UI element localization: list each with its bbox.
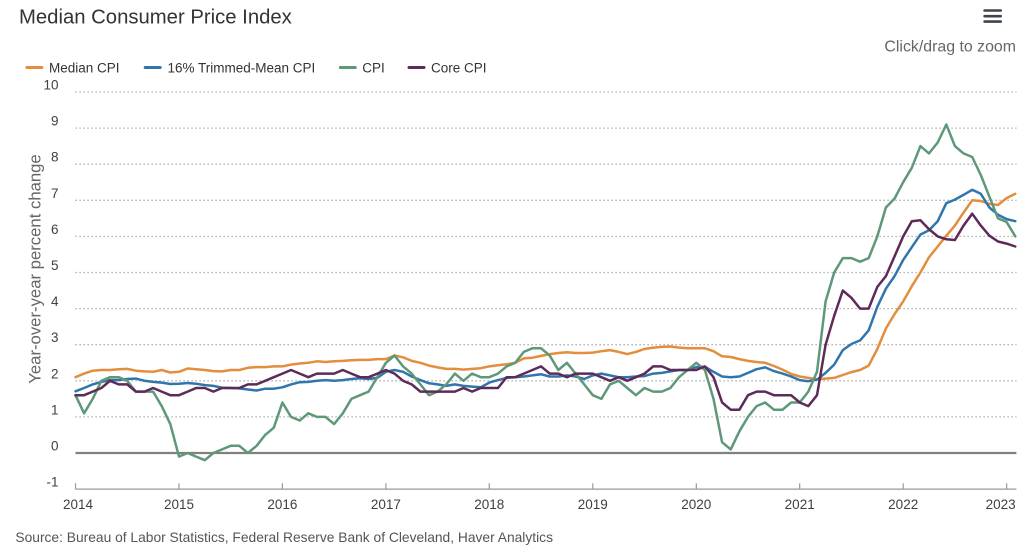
svg-text:9: 9 (51, 114, 59, 129)
svg-text:2017: 2017 (371, 497, 401, 512)
svg-text:Click/drag to zoom: Click/drag to zoom (884, 39, 1016, 56)
svg-text:1: 1 (51, 402, 59, 417)
svg-text:6: 6 (51, 222, 59, 237)
svg-text:Year-over-year percent change: Year-over-year percent change (26, 154, 45, 383)
svg-text:16% Trimmed-Mean CPI: 16% Trimmed-Mean CPI (168, 60, 316, 75)
svg-text:10: 10 (43, 78, 58, 93)
svg-text:2018: 2018 (474, 497, 504, 512)
svg-text:7: 7 (51, 186, 59, 201)
svg-text:-1: -1 (46, 475, 58, 490)
svg-text:3: 3 (51, 330, 59, 345)
svg-text:Source: Bureau of Labor Statis: Source: Bureau of Labor Statistics, Fede… (15, 530, 553, 545)
svg-text:5: 5 (51, 258, 59, 273)
svg-text:8: 8 (51, 150, 59, 165)
svg-text:2023: 2023 (986, 497, 1016, 512)
svg-text:2022: 2022 (888, 497, 918, 512)
svg-text:2: 2 (51, 366, 59, 381)
svg-text:2015: 2015 (164, 497, 194, 512)
svg-text:2014: 2014 (63, 497, 94, 512)
svg-text:4: 4 (51, 294, 59, 309)
svg-text:2020: 2020 (681, 497, 711, 512)
svg-text:Median Consumer Price Index: Median Consumer Price Index (19, 7, 292, 29)
svg-text:2019: 2019 (578, 497, 608, 512)
svg-text:2021: 2021 (785, 497, 815, 512)
svg-text:CPI: CPI (362, 60, 385, 75)
svg-text:Median CPI: Median CPI (49, 60, 120, 75)
svg-text:Core CPI: Core CPI (431, 60, 487, 75)
svg-text:2016: 2016 (267, 497, 297, 512)
svg-text:0: 0 (51, 439, 59, 454)
